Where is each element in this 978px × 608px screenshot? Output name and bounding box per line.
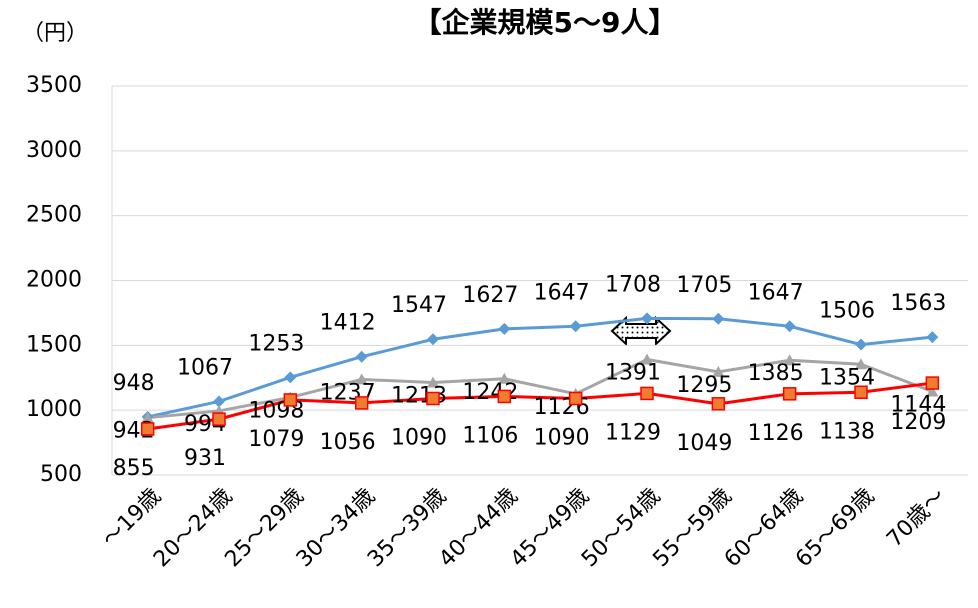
y-axis-unit: （円） xyxy=(22,21,88,46)
data-marker xyxy=(426,391,440,406)
data-marker xyxy=(212,412,226,426)
y-tick-label: 3500 xyxy=(26,73,82,98)
x-tick-label: ～19歳 xyxy=(98,484,167,553)
data-label: 1144 xyxy=(890,392,946,417)
y-tick-label: 500 xyxy=(40,462,82,487)
data-label: 1547 xyxy=(391,293,447,318)
data-label: 1129 xyxy=(605,420,661,445)
data-marker xyxy=(711,397,726,411)
data-label: 1385 xyxy=(748,361,804,386)
data-marker xyxy=(283,393,298,407)
data-label: 1708 xyxy=(605,272,661,297)
data-marker xyxy=(925,376,940,390)
data-marker xyxy=(641,312,653,325)
data-marker xyxy=(213,395,225,408)
data-marker xyxy=(855,338,867,351)
y-tick-label: 2000 xyxy=(26,268,82,293)
data-label: 1079 xyxy=(248,427,304,452)
data-marker xyxy=(854,385,868,400)
data-marker xyxy=(497,389,512,404)
data-label: 1295 xyxy=(676,373,732,398)
data-marker xyxy=(354,396,369,410)
data-marker xyxy=(355,373,368,385)
data-label: 931 xyxy=(184,446,226,471)
data-marker xyxy=(569,320,582,333)
series-line xyxy=(147,316,933,419)
data-label: 1506 xyxy=(819,299,875,324)
data-marker xyxy=(427,376,439,388)
data-marker xyxy=(783,320,796,333)
data-label: 1126 xyxy=(748,421,804,446)
data-label: 1056 xyxy=(320,430,376,455)
data-marker xyxy=(712,365,725,377)
data-label: 1253 xyxy=(248,331,304,356)
data-label: 1563 xyxy=(890,291,946,316)
y-tick-label: 1000 xyxy=(26,397,82,422)
series-line xyxy=(147,381,933,431)
data-marker xyxy=(926,331,939,344)
data-marker xyxy=(427,333,439,346)
x-tick-label: 65～69歳 xyxy=(791,484,879,572)
data-label: 1106 xyxy=(462,423,518,448)
data-marker xyxy=(783,354,796,366)
data-marker xyxy=(284,371,297,384)
data-label: 1209 xyxy=(890,410,946,435)
data-label: 1647 xyxy=(534,280,590,305)
data-marker xyxy=(141,411,154,423)
data-label: 1049 xyxy=(676,431,732,456)
data-marker xyxy=(498,322,511,335)
data-marker xyxy=(140,422,155,436)
data-label: 1391 xyxy=(605,360,661,385)
data-marker xyxy=(926,385,939,397)
y-tick-label: 3000 xyxy=(26,138,82,163)
x-tick-label: 70歳～ xyxy=(882,484,951,553)
data-marker xyxy=(782,387,797,401)
data-marker xyxy=(568,391,583,406)
data-marker xyxy=(498,372,511,384)
data-marker xyxy=(641,353,653,365)
y-tick-label: 1500 xyxy=(26,332,82,357)
data-marker xyxy=(640,386,654,401)
data-marker xyxy=(855,358,867,370)
data-label: 1647 xyxy=(748,280,804,305)
data-label: 1627 xyxy=(462,283,518,308)
chart-title: 【企業規模5～9人】 xyxy=(414,6,677,39)
data-label: 1067 xyxy=(177,355,233,380)
y-tick-label: 2500 xyxy=(26,203,82,228)
data-marker xyxy=(712,312,725,325)
series-line xyxy=(147,357,933,420)
data-label: 948 xyxy=(113,371,155,396)
data-marker xyxy=(355,350,368,363)
data-label: 1705 xyxy=(676,273,732,298)
data-label: 1090 xyxy=(391,425,447,450)
data-label: 1412 xyxy=(320,311,376,336)
data-label: 1090 xyxy=(534,425,590,450)
data-label: 1138 xyxy=(819,419,875,444)
data-label: 855 xyxy=(113,456,155,481)
